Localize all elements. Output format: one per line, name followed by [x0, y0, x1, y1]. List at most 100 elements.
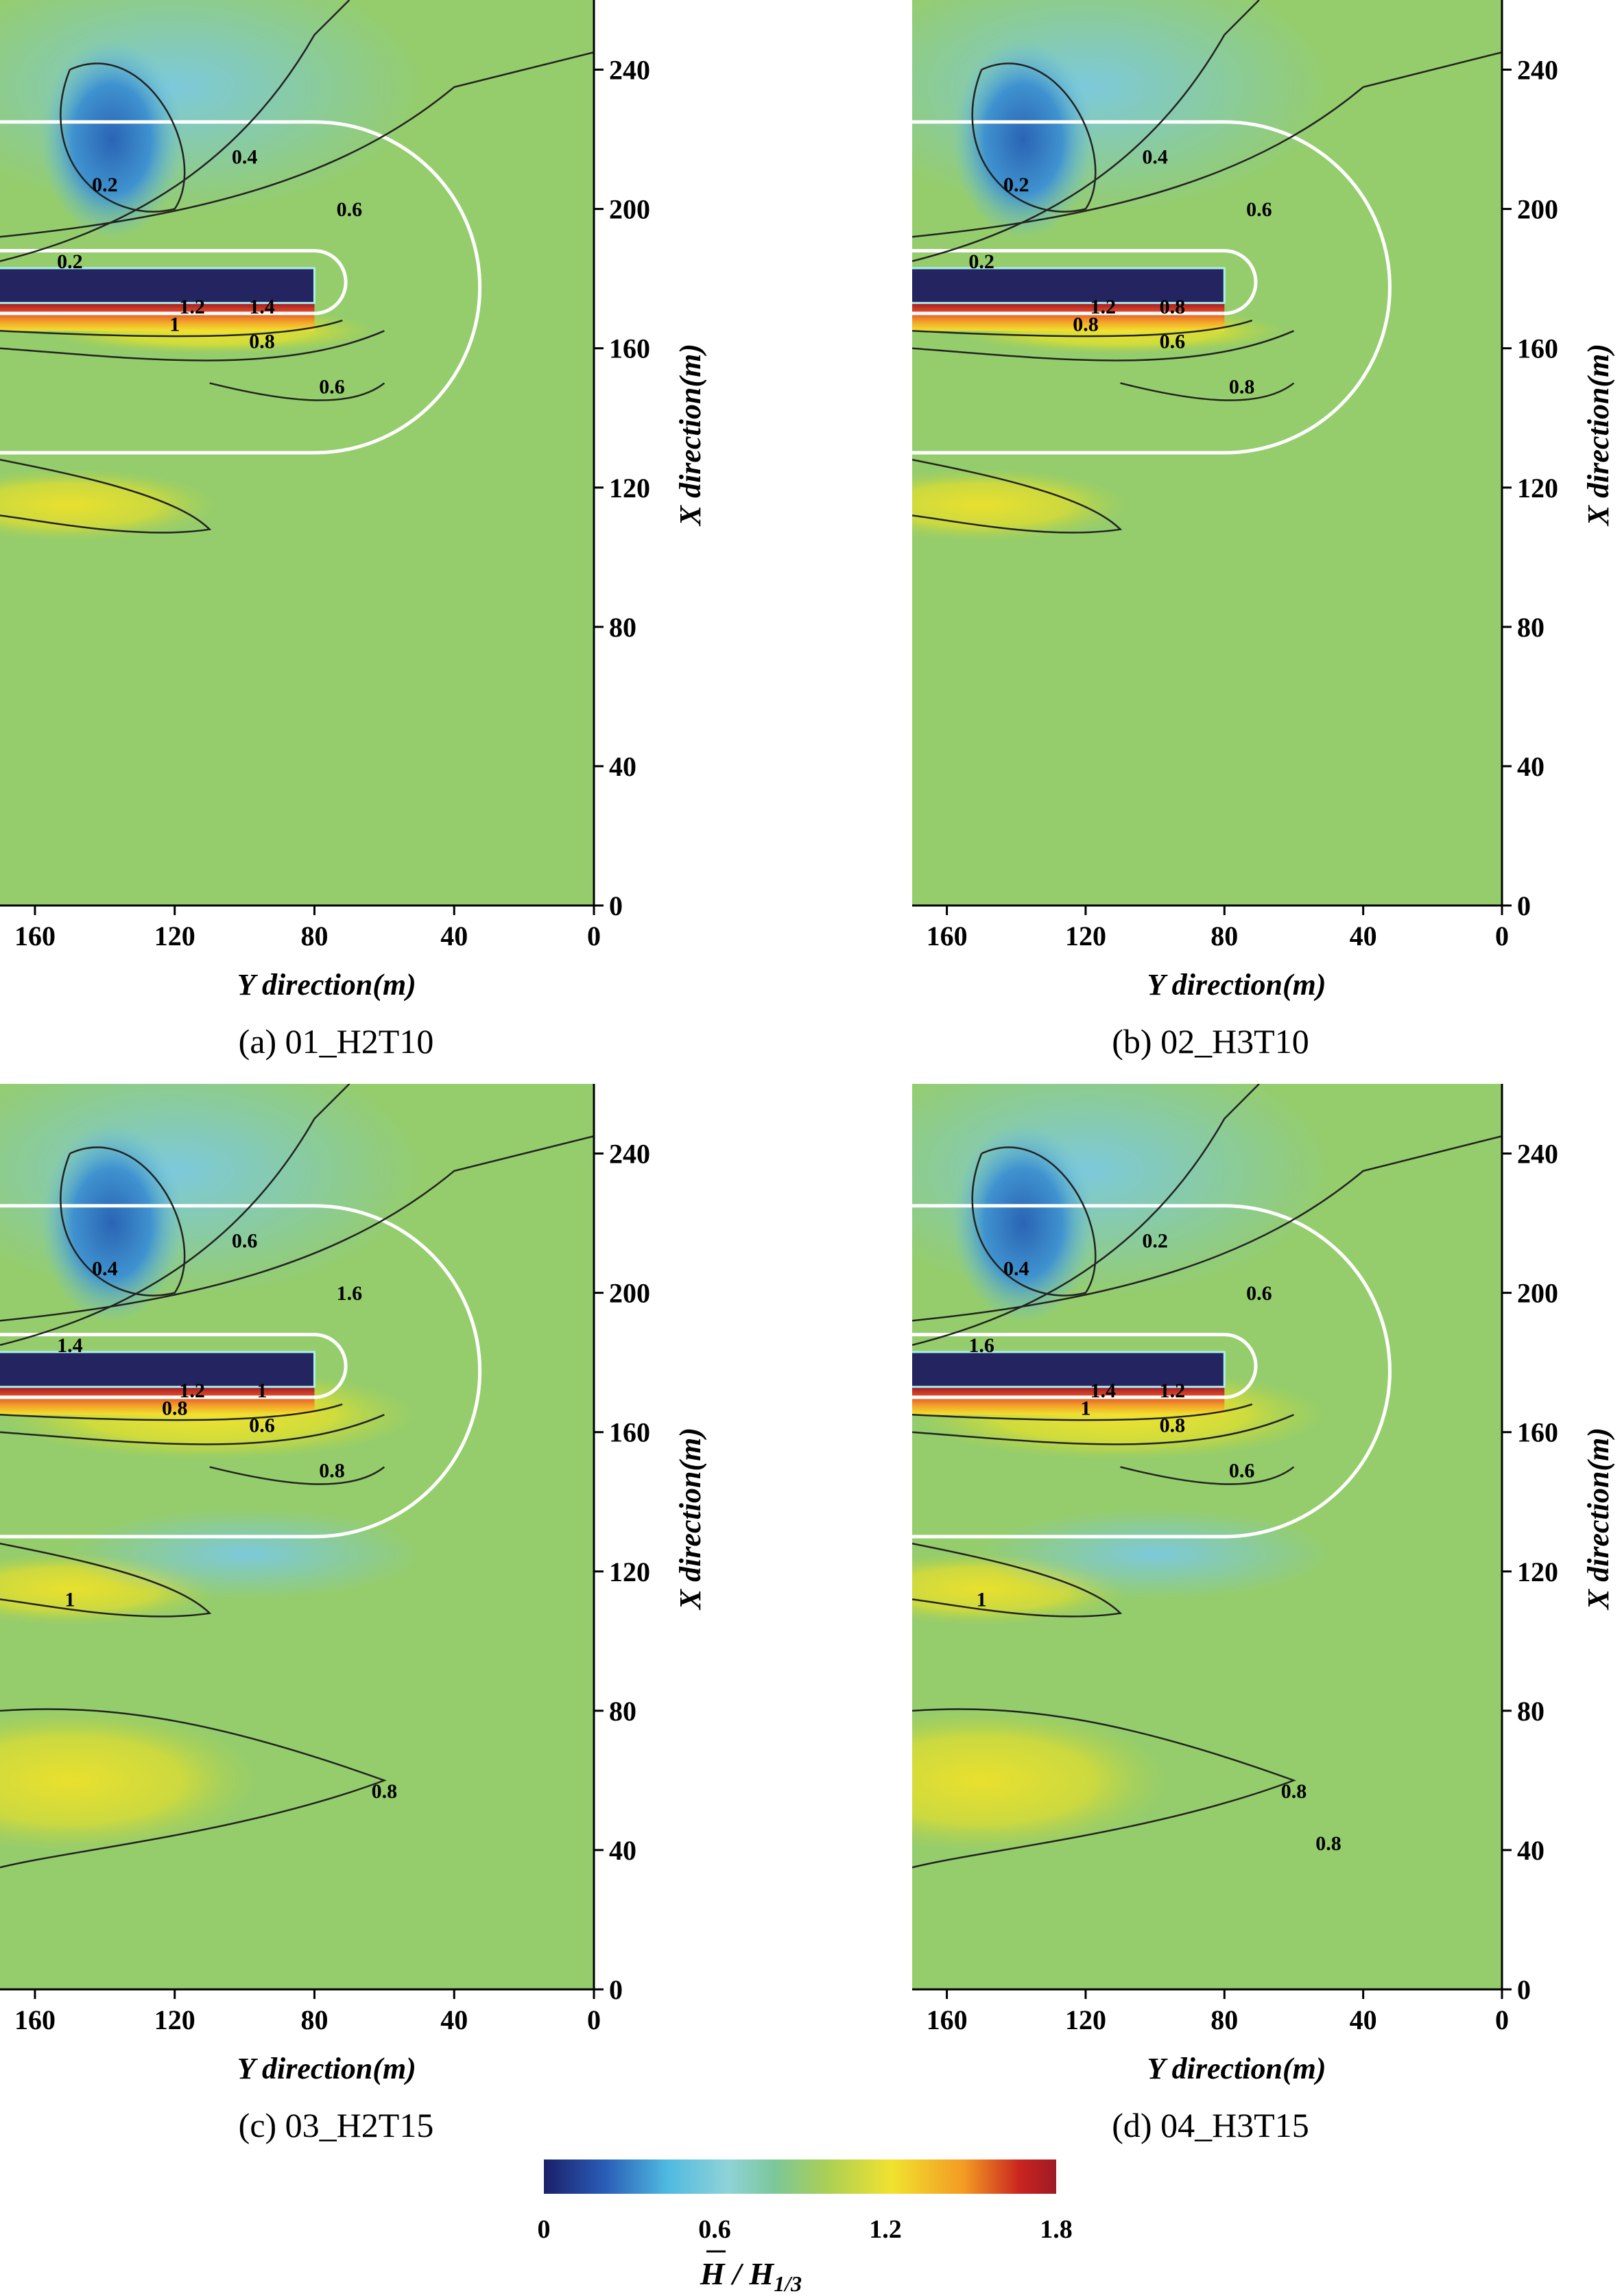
- shelter-zone-core: [40, 39, 183, 239]
- contour-0.8: [912, 1414, 1294, 1445]
- colorbar-label-h: H: [700, 2256, 726, 2291]
- y-axis-title: X direction(m): [673, 344, 707, 527]
- contour-label: 1.4: [1090, 1380, 1116, 1402]
- contour-label: 0.6: [337, 198, 363, 221]
- contour-0.8-band: [0, 458, 212, 534]
- heatmap-field-d: 0.4 0.2 0.6 1.6 1.4 1.2 1 0.8 0.6 1 0.8 0.8: [912, 1084, 1502, 1989]
- panel-caption: (a) 01_H2T10: [239, 1022, 434, 1061]
- y-tick-label: 200: [1517, 1278, 1558, 1309]
- breakwater: [0, 267, 315, 305]
- shelter-zone-core: [952, 39, 1095, 239]
- shelter-zone-core: [40, 1123, 183, 1323]
- x-tick-label: 0: [1495, 921, 1509, 951]
- x-axis-title: Y direction(m): [237, 2052, 416, 2085]
- contour-1: [0, 1403, 343, 1421]
- contour-0.6-upper: [912, 51, 1502, 238]
- y-tick-label: 40: [1517, 751, 1545, 782]
- contour-0.6-lower: [209, 382, 385, 401]
- y-tick-label: 120: [609, 473, 650, 504]
- heatmap-field-a: 0.2 0.4 0.6 0.2 1.2 1.4 1 0.8 0.6: [0, 0, 594, 906]
- y-tick-label: 80: [609, 612, 636, 643]
- heatmap-field-b: 0.20.40.60.21.2 0.80.80.60.8: [912, 0, 1502, 906]
- contour-0.2: [971, 62, 1097, 213]
- y-tick-label: 200: [609, 194, 650, 225]
- contour-label: 1.2: [179, 1380, 205, 1402]
- contour-label: 0.8: [1281, 1780, 1307, 1803]
- breakwater-face-amplification: [0, 1386, 315, 1415]
- colorbar: 0 0.6 1.2 1.8 H / H1/3: [538, 2159, 1073, 2296]
- contour-label: 0.6: [1229, 1460, 1255, 1482]
- y-axis-title: X direction(m): [1582, 1428, 1615, 1611]
- contour-0.2: [971, 1146, 1097, 1297]
- x-tick-label: 160: [927, 2004, 968, 2035]
- contour-0.6-lower: [1120, 382, 1295, 401]
- contour-label: 0.8: [162, 1397, 188, 1419]
- contour-label: 0.6: [1246, 198, 1272, 221]
- y-tick-label: 0: [1517, 890, 1531, 921]
- colorbar-tick-3: 1.8: [1040, 2215, 1073, 2244]
- x-tick-label: 0: [587, 2004, 601, 2035]
- contour-label: 1.6: [337, 1282, 363, 1305]
- contour-label: 1.6: [968, 1334, 994, 1357]
- contour-label: 0.8: [372, 1780, 398, 1803]
- panel-a: 0.2 0.4 0.6 0.2 1.2 1.4 1 0.8 0.6 160 120 80 40 00 40 8…: [0, 0, 707, 1061]
- contour-0.4: [0, 0, 350, 262]
- y-tick-label: 40: [1517, 1835, 1545, 1866]
- contour-0.2: [60, 1146, 186, 1297]
- y-tick-label: 0: [609, 1974, 623, 2005]
- contour-0.8: [0, 1414, 385, 1445]
- shelter-zone-core: [952, 1123, 1095, 1323]
- x-tick-label: 80: [1210, 2004, 1238, 2035]
- y-tick-label: 0: [609, 890, 623, 921]
- panel-d: 0.4 0.2 0.6 1.6 1.4 1.2 1 0.8 0.6 1 0.8 0.8 160 120 80…: [912, 1084, 1615, 2144]
- x-tick-label: 120: [154, 921, 195, 951]
- colorbar-tick-0: 0: [538, 2215, 551, 2244]
- contour-label: 1: [257, 1380, 267, 1402]
- contour-label: 0.4: [1003, 1257, 1029, 1280]
- far-field-amplification: [0, 1707, 260, 1853]
- contour-0.4: [0, 1084, 350, 1346]
- x-tick-label: 0: [587, 921, 601, 951]
- x-axis-title: Y direction(m): [1147, 968, 1326, 1002]
- y-tick-label: 240: [1517, 55, 1558, 86]
- y-tick-label: 120: [1517, 473, 1558, 504]
- contour-label: 0.4: [1142, 146, 1168, 169]
- contour-label: 0.8: [1160, 1415, 1186, 1437]
- y-tick-label: 80: [609, 1696, 636, 1727]
- contour-0.8-band: [912, 458, 1123, 534]
- y-tick-label: 120: [1517, 1557, 1558, 1587]
- x-tick-label: 120: [1065, 921, 1106, 951]
- y-tick-label: 160: [1517, 1417, 1558, 1448]
- lee-zone-low: [66, 1508, 423, 1600]
- x-tick-label: 80: [300, 2004, 328, 2035]
- contour-label: 1.2: [1160, 1380, 1186, 1402]
- x-tick-label: 80: [300, 921, 328, 951]
- contour-1: [912, 1403, 1253, 1421]
- x-tick-label: 160: [14, 2004, 56, 2035]
- contour-0.4: [912, 0, 1260, 262]
- y-tick-label: 80: [1517, 1696, 1545, 1727]
- contour-label: 0.4: [232, 146, 258, 169]
- x-tick-label: 160: [927, 921, 968, 951]
- colorbar-tick-2: 1.2: [869, 2215, 902, 2244]
- x-tick-label: 40: [1350, 921, 1377, 951]
- contour-1: [912, 319, 1253, 338]
- y-tick-label: 40: [609, 1835, 636, 1866]
- breakwater: [912, 1351, 1226, 1388]
- breakwater: [0, 1351, 315, 1388]
- y-axis-title: X direction(m): [1582, 344, 1615, 527]
- contour-0.6-upper: [0, 1135, 594, 1322]
- contour-label: 0.8: [1073, 313, 1099, 335]
- contour-label: 0.8: [1160, 296, 1186, 318]
- contour-1: [0, 319, 343, 338]
- y-tick-label: 160: [609, 1417, 650, 1448]
- panel-caption: (c) 03_H2T15: [239, 2106, 434, 2144]
- x-tick-label: 40: [440, 2004, 468, 2035]
- contour-0.6-lower: [209, 1466, 385, 1485]
- x-tick-label: 120: [154, 2004, 195, 2035]
- x-axis-title: Y direction(m): [1147, 2052, 1326, 2085]
- outer-domain-boundary: [912, 120, 1392, 455]
- contour-label: 0.2: [92, 174, 118, 196]
- inner-domain-boundary: [0, 1333, 348, 1399]
